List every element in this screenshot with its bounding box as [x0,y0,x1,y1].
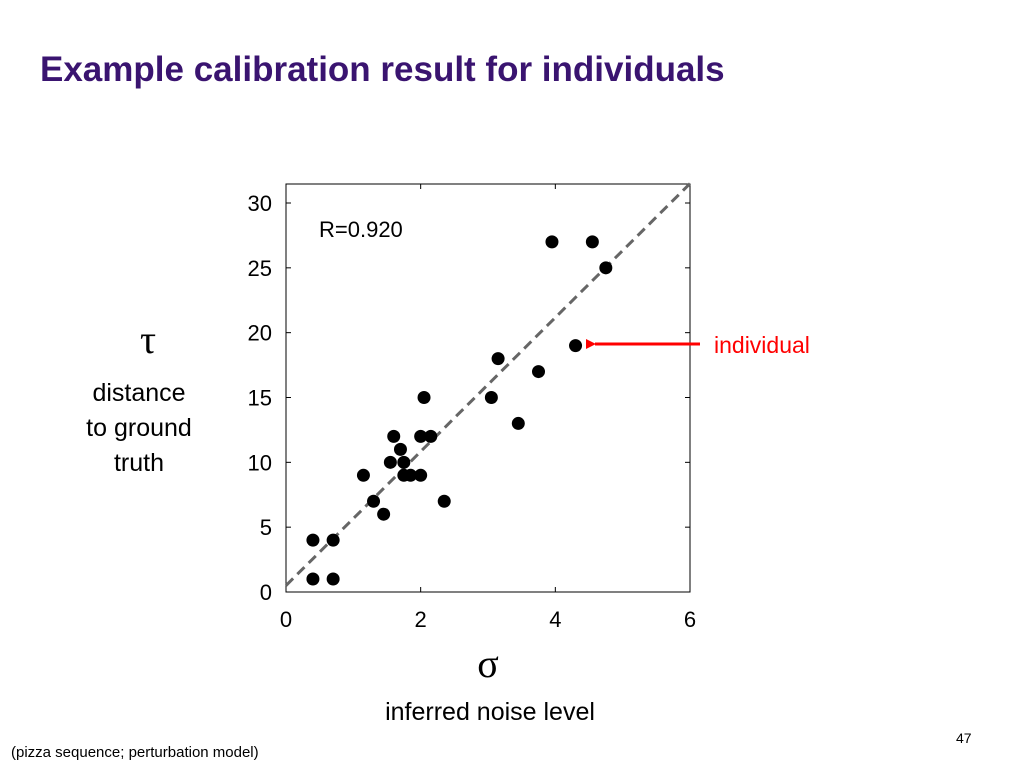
x-tick-label: 4 [549,607,561,632]
data-point [585,235,599,249]
plot-frame [285,183,691,593]
data-point [569,339,583,353]
y-tick-label: 15 [248,386,272,411]
data-point [367,494,381,508]
data-point [306,572,320,586]
data-point [545,235,559,249]
y-tick-label: 20 [248,321,272,346]
data-point [377,507,391,521]
data-point [306,533,320,547]
y-tick-label: 30 [248,191,272,216]
y-axis-description: distance to ground truth [68,376,210,481]
x-tick-label: 2 [415,607,427,632]
x-tick-label: 6 [684,607,696,632]
y-tick-label: 25 [248,256,272,281]
data-point [356,468,370,482]
axis-ticks [285,184,691,593]
data-point [417,391,431,404]
data-point [404,468,418,482]
y-axis-description-line: truth [113,449,165,477]
data-points [306,235,613,586]
data-point [397,455,411,469]
data-point [414,468,428,482]
data-point [491,352,505,366]
data-point [414,429,428,443]
data-point [383,455,397,469]
y-axis-symbol: τ [139,317,157,362]
x-axis-symbol: σ [477,641,499,686]
x-tick-label: 0 [280,607,292,632]
data-point [599,261,613,275]
correlation-annotation: R=0.920 [319,217,403,242]
data-point [326,533,340,547]
x-axis-description: inferred noise level [385,698,595,726]
y-axis-description-line: distance [92,379,186,407]
data-point [326,572,340,586]
footnote: (pizza sequence; perturbation model) [11,744,259,761]
data-point [387,429,401,443]
axis-tick-labels: 0 5 10 15 20 25 30 0 2 4 6 [248,191,697,632]
page-number: 47 [956,730,972,746]
data-point [437,494,451,508]
y-tick-label: 10 [248,450,272,475]
data-point [484,391,498,404]
data-point [511,416,525,430]
data-point [424,429,438,443]
callout-label: individual [714,332,810,358]
data-point [393,442,407,456]
slide-title: Example calibration result for individua… [40,50,725,89]
fit-line [284,182,692,587]
y-axis-description-line: to ground [86,414,192,442]
data-point [532,365,545,379]
y-tick-label: 5 [260,515,272,540]
y-tick-label: 0 [260,580,272,605]
